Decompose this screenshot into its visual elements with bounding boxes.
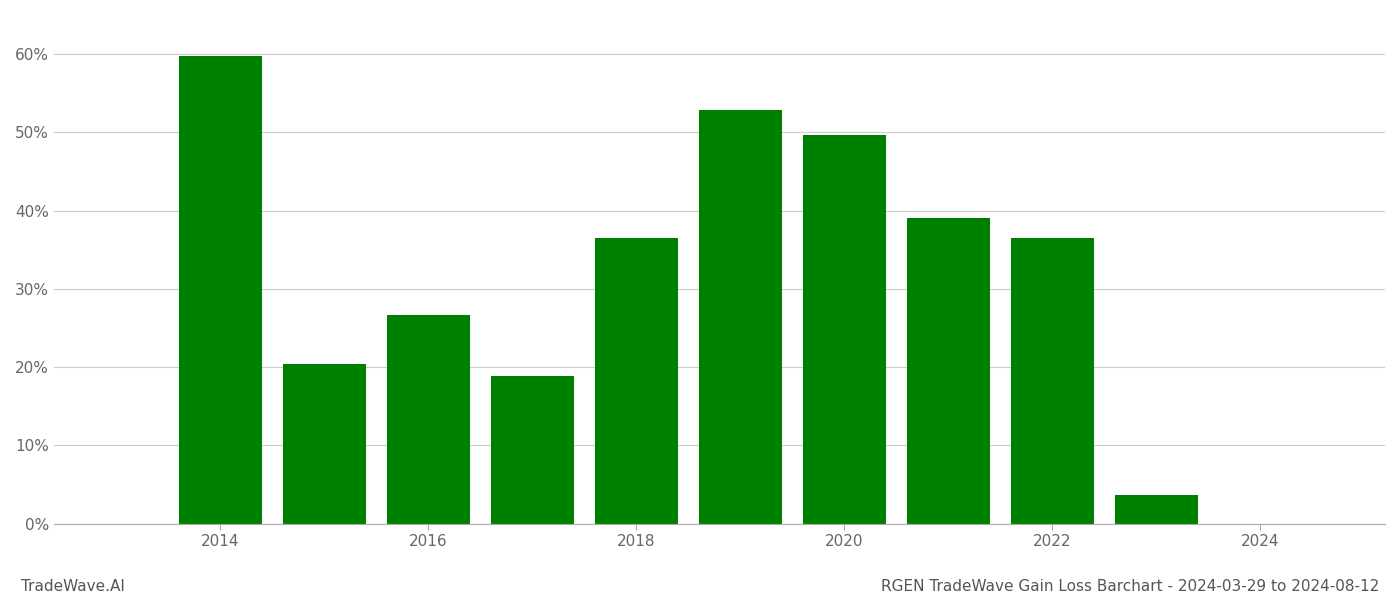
Bar xyxy=(1114,494,1198,524)
Text: TradeWave.AI: TradeWave.AI xyxy=(21,579,125,594)
Bar xyxy=(490,376,574,524)
Bar xyxy=(283,364,365,524)
Bar xyxy=(907,218,990,524)
Bar xyxy=(386,314,470,524)
Bar xyxy=(1011,238,1093,524)
Bar xyxy=(595,238,678,524)
Text: RGEN TradeWave Gain Loss Barchart - 2024-03-29 to 2024-08-12: RGEN TradeWave Gain Loss Barchart - 2024… xyxy=(881,579,1379,594)
Bar xyxy=(802,136,886,524)
Bar xyxy=(699,110,781,524)
Bar xyxy=(179,56,262,524)
